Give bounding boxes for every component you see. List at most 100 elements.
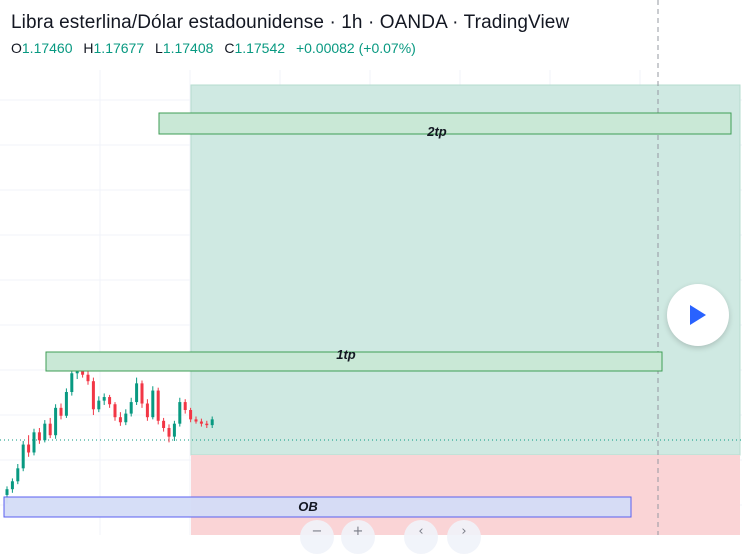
play-button[interactable] xyxy=(667,284,729,346)
candle-body xyxy=(97,400,101,410)
candle xyxy=(37,428,41,444)
ohlc-open: O1.17460 xyxy=(11,40,73,56)
candle-body xyxy=(162,420,166,428)
candle xyxy=(210,416,214,428)
chart-title: Libra esterlina/Dólar estadounidense · 1… xyxy=(11,12,570,33)
candle xyxy=(135,377,139,405)
ob-label: OB xyxy=(298,499,318,514)
candle xyxy=(10,478,14,493)
candle xyxy=(108,394,112,408)
candle xyxy=(162,417,166,432)
candle-body xyxy=(5,489,9,495)
tp1-label: 1tp xyxy=(336,347,356,362)
candle xyxy=(189,407,193,423)
candles xyxy=(5,364,214,504)
ohlc-open-value: 1.17460 xyxy=(21,40,73,56)
candle xyxy=(64,388,68,418)
ohlc-low-label: L xyxy=(155,40,163,56)
tp1-box[interactable] xyxy=(45,351,663,372)
candle xyxy=(16,464,20,485)
candle xyxy=(59,403,63,420)
candle xyxy=(140,380,144,408)
candle xyxy=(21,440,25,472)
candle-body xyxy=(64,392,68,416)
ohlc-readout: O1.17460 H1.17677 L1.17408 C1.17542 +0.0… xyxy=(11,40,416,56)
candle xyxy=(156,387,160,425)
candle-body xyxy=(43,423,47,441)
candle xyxy=(91,377,95,416)
candle xyxy=(194,416,198,424)
candle xyxy=(70,368,74,396)
zoom-out-button[interactable]: − xyxy=(300,520,334,554)
candle xyxy=(151,386,155,420)
candle-body xyxy=(108,397,112,405)
candle xyxy=(124,409,128,426)
candle-body xyxy=(113,404,117,418)
candle-body xyxy=(210,419,214,426)
candle xyxy=(86,370,90,385)
candle-body xyxy=(124,413,128,423)
candle xyxy=(43,420,47,443)
ohlc-close-label: C xyxy=(224,40,235,56)
candle xyxy=(172,420,176,441)
candle xyxy=(183,399,187,414)
ohlc-high: H1.17677 xyxy=(83,40,144,56)
candle-body xyxy=(205,423,209,426)
candle xyxy=(32,428,36,456)
candle-body xyxy=(156,390,160,421)
chevron-right-icon: › xyxy=(461,524,467,539)
scroll-right-button[interactable]: › xyxy=(447,520,481,554)
candle xyxy=(118,412,122,426)
price-chart[interactable]: 2tp 1tp OB xyxy=(0,0,742,535)
candle-body xyxy=(91,381,95,410)
ohlc-change: +0.00082 (+0.07%) xyxy=(295,40,416,56)
candle xyxy=(199,418,203,427)
tp2-box[interactable] xyxy=(158,112,732,135)
candle-body xyxy=(10,481,14,490)
candle-body xyxy=(21,444,25,469)
candle xyxy=(113,402,117,421)
candle xyxy=(205,420,209,428)
minus-icon: − xyxy=(311,524,323,539)
ohlc-close-value: 1.17542 xyxy=(234,40,286,56)
candle-body xyxy=(86,374,90,382)
candle xyxy=(167,424,171,443)
candle xyxy=(54,404,58,439)
candle-body xyxy=(70,373,74,392)
candle-body xyxy=(167,428,171,437)
ohlc-open-label: O xyxy=(11,40,22,56)
candle-body xyxy=(183,402,187,410)
candle-body xyxy=(59,407,63,416)
ohlc-low-value: 1.17408 xyxy=(162,40,214,56)
candle-body xyxy=(37,432,41,441)
candle-body xyxy=(27,444,31,453)
candle-body xyxy=(48,423,52,436)
chart-header: Libra esterlina/Dólar estadounidense · 1… xyxy=(0,0,742,70)
candle-body xyxy=(32,432,36,453)
candle xyxy=(178,397,182,427)
candle-body xyxy=(129,402,133,414)
ohlc-close: C1.17542 xyxy=(224,40,285,56)
candle-body xyxy=(194,419,198,422)
candle xyxy=(97,396,101,413)
profit-zone[interactable] xyxy=(190,84,741,456)
candle-body xyxy=(54,407,58,436)
candle xyxy=(48,417,52,439)
zoom-in-button[interactable]: + xyxy=(341,520,375,554)
ob-box[interactable] xyxy=(3,496,632,518)
candle xyxy=(102,393,106,405)
ohlc-high-label: H xyxy=(83,40,94,56)
candle-body xyxy=(102,397,106,401)
candle-body xyxy=(145,403,149,418)
candle-body xyxy=(140,383,144,404)
tp2-label: 2tp xyxy=(426,124,447,139)
candle-body xyxy=(189,410,193,420)
candle-body xyxy=(16,468,20,482)
candle-body xyxy=(199,421,203,424)
candle-body xyxy=(118,417,122,423)
candle xyxy=(27,435,31,457)
ohlc-low: L1.17408 xyxy=(155,40,213,56)
scroll-left-button[interactable]: ‹ xyxy=(404,520,438,554)
ohlc-high-value: 1.17677 xyxy=(93,40,145,56)
candle xyxy=(145,399,149,421)
